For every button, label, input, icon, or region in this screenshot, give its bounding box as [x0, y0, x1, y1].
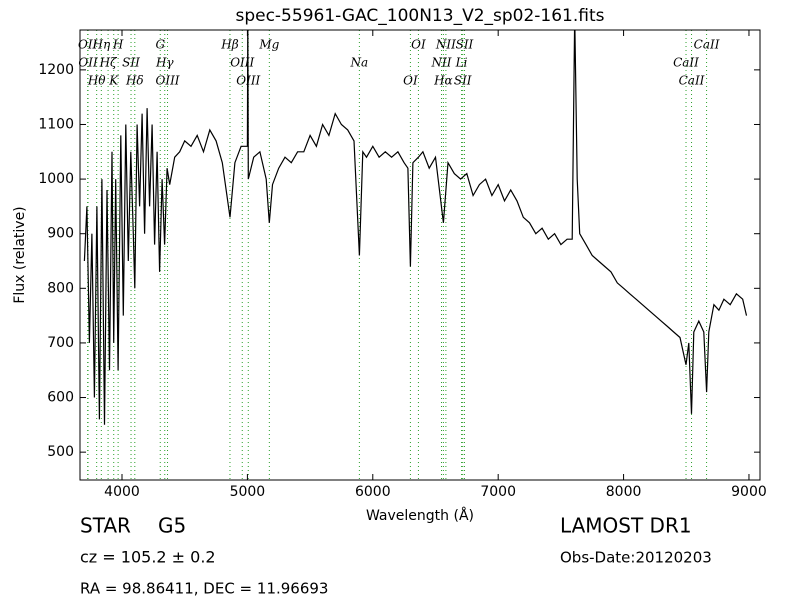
y-tick-label: 800 — [47, 280, 74, 296]
chart-title: spec-55961-GAC_100N13_V2_sp02-161.fits — [235, 6, 604, 26]
spectral-line-label: OIII — [155, 74, 179, 88]
redshift: cz = 105.2 ± 0.2 — [80, 548, 216, 567]
y-axis-label: Flux (relative) — [12, 206, 28, 303]
spectral-line-label: OI — [403, 74, 418, 88]
spectral-line-label: Mg — [258, 38, 279, 52]
spectral-line-label: OI — [411, 38, 426, 52]
spectral-line-label: Hη — [91, 38, 110, 52]
survey: LAMOST DR1 — [560, 514, 692, 538]
spectral-line-label: NII — [431, 56, 452, 70]
spectral-line-label: Hδ — [125, 74, 144, 88]
spectral-line-label: CaII — [679, 74, 705, 88]
spectral-line-label: Hα — [433, 74, 453, 88]
plot-area: OII OII Hθ Hη Hζ K H SII Hδ G Hγ OIII Hβ OIII OIII Mg Na… — [38, 29, 767, 500]
x-tick-label: 5000 — [230, 484, 266, 500]
x-tick-label: 7000 — [480, 484, 516, 500]
spectral-line-label: NII — [435, 38, 456, 52]
obs-date: Obs-Date:20120203 — [560, 549, 712, 567]
spectral-line-label: Hθ — [87, 74, 106, 88]
y-tick-label: 1200 — [38, 62, 74, 78]
x-tick-label: 4000 — [104, 484, 140, 500]
spectral-line-label: OIII — [230, 56, 254, 70]
x-tick-label: 8000 — [606, 484, 642, 500]
spectral-line-label: OIII — [236, 74, 260, 88]
plot-clip — [83, 30, 748, 480]
x-axis-label: Wavelength (Å) — [366, 507, 474, 524]
spectral-line-label: Hγ — [155, 56, 174, 70]
spectral-line-label: Hβ — [220, 38, 238, 52]
spectral-line-label: CaII — [673, 56, 699, 70]
y-tick-label: 900 — [47, 226, 74, 242]
subclass: G5 — [158, 514, 186, 538]
spectral-line-label: Na — [350, 56, 369, 70]
spectral-line-label: CaII — [694, 38, 720, 52]
spectral-line-label: OII — [78, 38, 98, 52]
x-tick-label: 9000 — [731, 484, 767, 500]
object-class: STAR — [80, 514, 131, 538]
spectral-line-label: K — [108, 74, 119, 88]
spectral-line-label: SII — [122, 56, 140, 70]
coordinates: RA = 98.86411, DEC = 11.96693 — [80, 580, 328, 598]
spectral-line-label: G — [155, 38, 165, 52]
spectral-line-label: H — [112, 38, 124, 52]
spectral-line-label: Hζ — [99, 56, 118, 70]
plot-frame — [79, 29, 761, 481]
y-tick-label: 500 — [47, 444, 74, 460]
spectral-line-label: SII — [456, 38, 474, 52]
y-tick-label: 600 — [47, 390, 74, 406]
x-tick-label: 6000 — [355, 484, 391, 500]
y-tick-label: 1000 — [38, 171, 74, 187]
spectrum-line — [83, 30, 748, 425]
spectral-line-label: SII — [454, 74, 472, 88]
spectral-line-label: Li — [455, 56, 468, 70]
y-tick-label: 700 — [47, 335, 74, 351]
y-tick-label: 1100 — [38, 116, 74, 132]
spectral-line-label: OII — [78, 56, 98, 70]
